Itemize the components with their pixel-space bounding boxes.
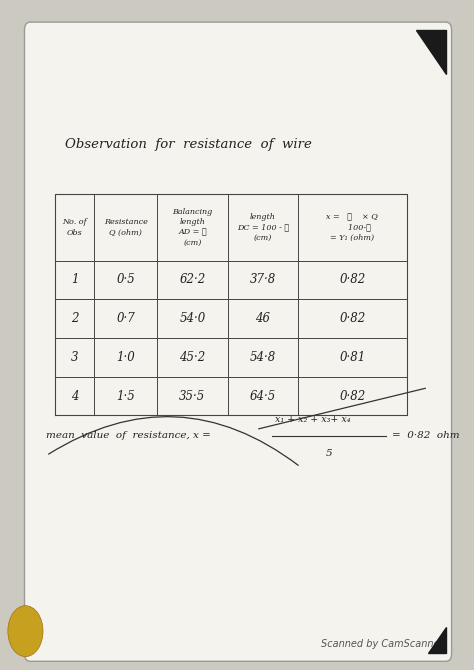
Text: No. of
Obs: No. of Obs — [63, 218, 87, 237]
Text: 54·0: 54·0 — [179, 312, 206, 325]
Text: =  0·82  ohm: = 0·82 ohm — [392, 431, 460, 440]
Polygon shape — [416, 30, 446, 74]
Text: 0·81: 0·81 — [339, 351, 365, 364]
Text: 3: 3 — [71, 351, 79, 364]
Text: 64·5: 64·5 — [250, 389, 276, 403]
Text: mean  value  of  resistance, x =: mean value of resistance, x = — [46, 431, 214, 440]
Text: 5: 5 — [326, 449, 332, 458]
Text: 45·2: 45·2 — [179, 351, 206, 364]
Text: 37·8: 37·8 — [250, 273, 276, 287]
Text: 0·5: 0·5 — [116, 273, 135, 287]
Polygon shape — [428, 627, 446, 653]
Text: 35·5: 35·5 — [179, 389, 206, 403]
Text: 46: 46 — [255, 312, 270, 325]
Text: 0·82: 0·82 — [339, 273, 365, 287]
Text: Balancing
length
AD = ℓ
(cm): Balancing length AD = ℓ (cm) — [173, 208, 213, 247]
FancyBboxPatch shape — [25, 22, 452, 661]
Text: 62·2: 62·2 — [179, 273, 206, 287]
Circle shape — [8, 606, 43, 657]
Text: 1·5: 1·5 — [116, 389, 135, 403]
Text: Scanned by CamScanner: Scanned by CamScanner — [321, 639, 444, 649]
Text: Resistance
Q (ohm): Resistance Q (ohm) — [104, 218, 148, 237]
Text: 0·82: 0·82 — [339, 389, 365, 403]
Text: 1: 1 — [71, 273, 79, 287]
Text: 0·82: 0·82 — [339, 312, 365, 325]
Text: Observation  for  resistance  of  wire: Observation for resistance of wire — [65, 138, 311, 151]
Text: length
DC = 100 - ℓ
(cm): length DC = 100 - ℓ (cm) — [237, 213, 289, 242]
Text: x₁ + x₂ + x₃+ x₄: x₁ + x₂ + x₃+ x₄ — [275, 415, 350, 424]
Text: 4: 4 — [71, 389, 79, 403]
Text: 0·7: 0·7 — [116, 312, 135, 325]
Text: 1·0: 1·0 — [116, 351, 135, 364]
Text: 54·8: 54·8 — [250, 351, 276, 364]
Text: x =   ℓ    × Q
      100-ℓ
= Y₁ (ohm): x = ℓ × Q 100-ℓ = Y₁ (ohm) — [327, 213, 378, 242]
Text: 2: 2 — [71, 312, 79, 325]
